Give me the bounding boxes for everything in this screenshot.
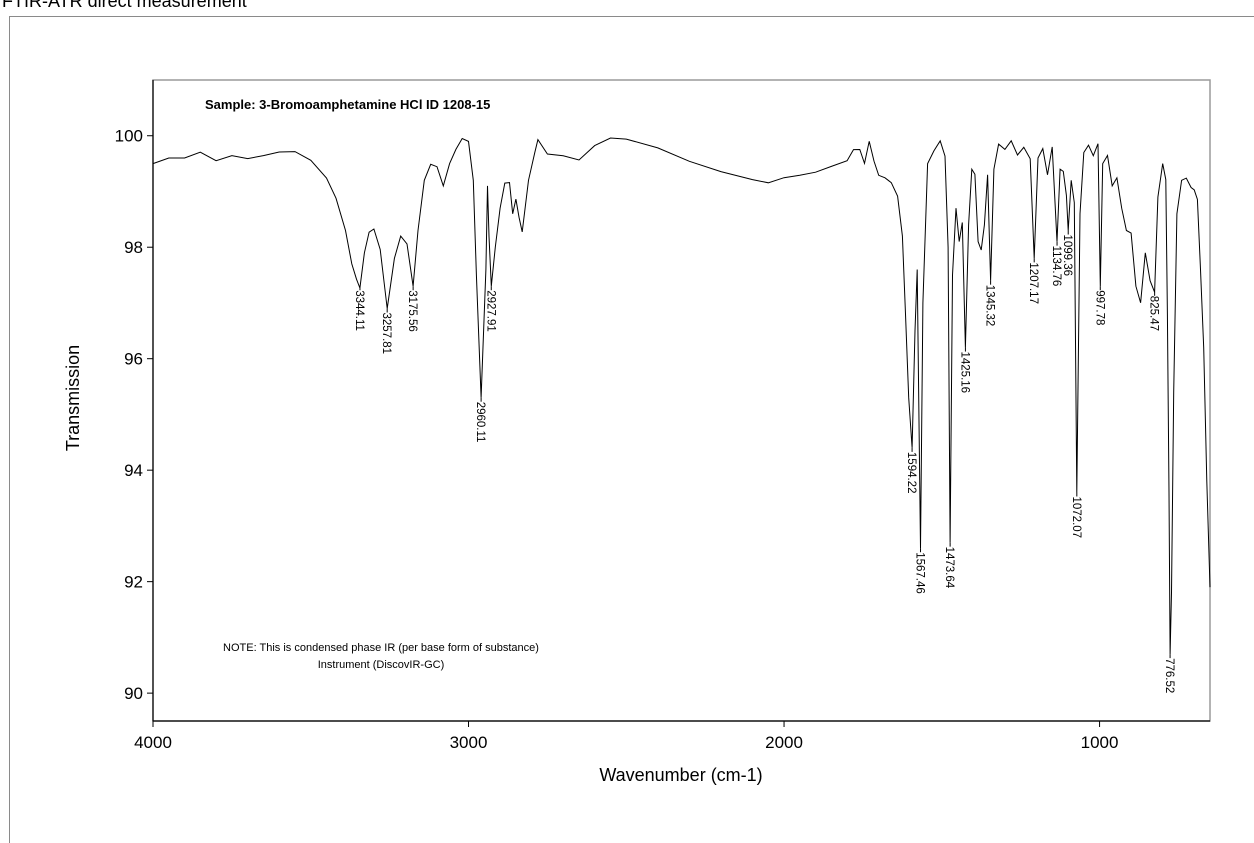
y-tick-label: 92 [124,573,143,592]
x-axis-label: Wavenumber (cm-1) [599,765,762,785]
peak-label: 1425.16 [958,352,970,394]
peak-label: 1072.07 [1070,497,1082,539]
y-tick-label: 100 [115,127,143,146]
chart-frame [9,16,1254,843]
y-tick-label: 98 [124,238,143,257]
peak-label: 1345.32 [984,285,996,327]
spectrum-line [152,137,1211,655]
x-tick-label: 3000 [450,733,488,752]
peak-label: 3344.11 [353,290,365,331]
peak-label: 1134.76 [1050,246,1062,287]
note-line: Instrument (DiscovIR-GC) [318,659,445,671]
peak-label: 1207.17 [1027,262,1039,304]
peak-label: 3257.81 [380,313,392,355]
peak-label: 1473.64 [943,547,955,589]
peak-label: 2927.91 [484,290,496,332]
peak-label: 776.52 [1163,658,1175,693]
note-line: NOTE: This is condensed phase IR (per ba… [223,642,539,654]
y-axis-label: Transmission [63,345,83,451]
y-tick-label: 94 [124,461,143,480]
header-title: FTIR-ATR direct measurement [2,0,247,11]
x-tick-label: 1000 [1081,733,1119,752]
y-tick-label: 96 [124,350,143,369]
peak-label: 1567.46 [914,552,926,594]
x-tick-label: 4000 [134,733,172,752]
chart-title: Sample: 3-Bromoamphetamine HCl ID 1208-1… [205,97,490,112]
x-tick-label: 2000 [765,733,803,752]
peak-label: 825.47 [1148,296,1160,331]
y-tick-label: 90 [124,684,143,703]
plot-area-border [152,79,1211,722]
peak-label: 3175.56 [406,290,418,332]
peak-label: 2960.11 [474,402,486,443]
peak-label: 997.78 [1093,290,1105,325]
peak-label: 1099.36 [1061,235,1073,277]
peak-label: 1594.22 [905,452,917,494]
